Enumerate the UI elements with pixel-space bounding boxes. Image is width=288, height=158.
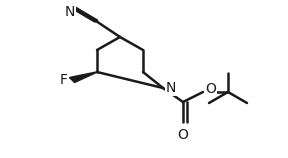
Text: N: N [65, 5, 75, 19]
Polygon shape [69, 72, 97, 82]
Text: N: N [166, 81, 176, 95]
Text: O: O [205, 82, 216, 96]
Text: F: F [60, 73, 68, 87]
Text: O: O [178, 128, 188, 142]
